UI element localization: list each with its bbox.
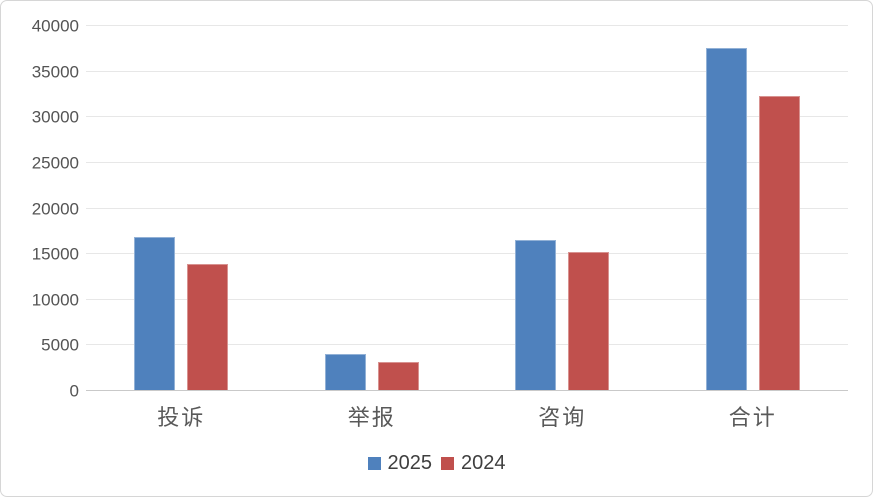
legend-swatch-2025-icon [367,457,381,470]
gridline [86,70,848,72]
legend-item-2025: 2025 [367,452,433,475]
x-axis-category-label: 举报 [347,405,396,430]
gridline [86,253,848,255]
bar-2025-2 [324,353,366,391]
y-axis-tick-label: 25000 [31,153,79,173]
y-axis-tick-label: 0 [69,381,79,401]
bar-group-3: 咨询 [467,26,658,430]
y-axis-tick-label: 5000 [41,335,79,355]
y-axis-tick-label: 40000 [31,16,79,36]
y-axis: 0 5000 10000 15000 20000 25000 30000 35000 40000 [1,18,79,400]
legend-swatch-2024-icon [441,457,454,470]
bar-2024-1 [187,264,229,391]
bar-groups: 投诉 举报 咨询 合计 [86,26,849,430]
bar-2024-2 [377,361,419,391]
y-axis-tick-label: 20000 [31,199,79,218]
bar-2025-3 [515,239,557,391]
gridlines [86,25,848,391]
bar-group-2: 举报 [277,26,468,430]
x-axis-category-label: 投诉 [157,405,206,430]
bar-2025-1 [134,236,176,391]
y-axis-tick-label: 30000 [31,107,79,127]
bar-2024-3 [568,252,610,391]
legend: 2025 2024 [1,452,872,475]
x-axis-category-label: 咨询 [538,405,587,430]
y-axis-tick-label: 10000 [31,290,79,310]
bar-2024-4 [758,96,800,391]
x-axis-line [86,390,848,391]
gridline [86,25,848,26]
gridline [86,161,848,163]
x-axis-category-label: 合计 [728,405,777,430]
legend-item-2024: 2024 [441,452,506,475]
legend-label-2025: 2025 [387,452,433,474]
y-axis-tick-label: 15000 [31,244,79,264]
plot-area: 投诉 举报 咨询 合计 [86,25,849,430]
gridline [86,207,848,209]
y-axis-tick-label: 35000 [31,62,79,82]
legend-label-2024: 2024 [461,452,506,474]
bar-group-1: 投诉 [86,26,277,430]
bar-group-4: 合计 [658,26,849,430]
bar-2025-4 [705,47,747,391]
gridline [86,298,848,300]
gridline [86,116,848,118]
gridline [86,344,848,346]
